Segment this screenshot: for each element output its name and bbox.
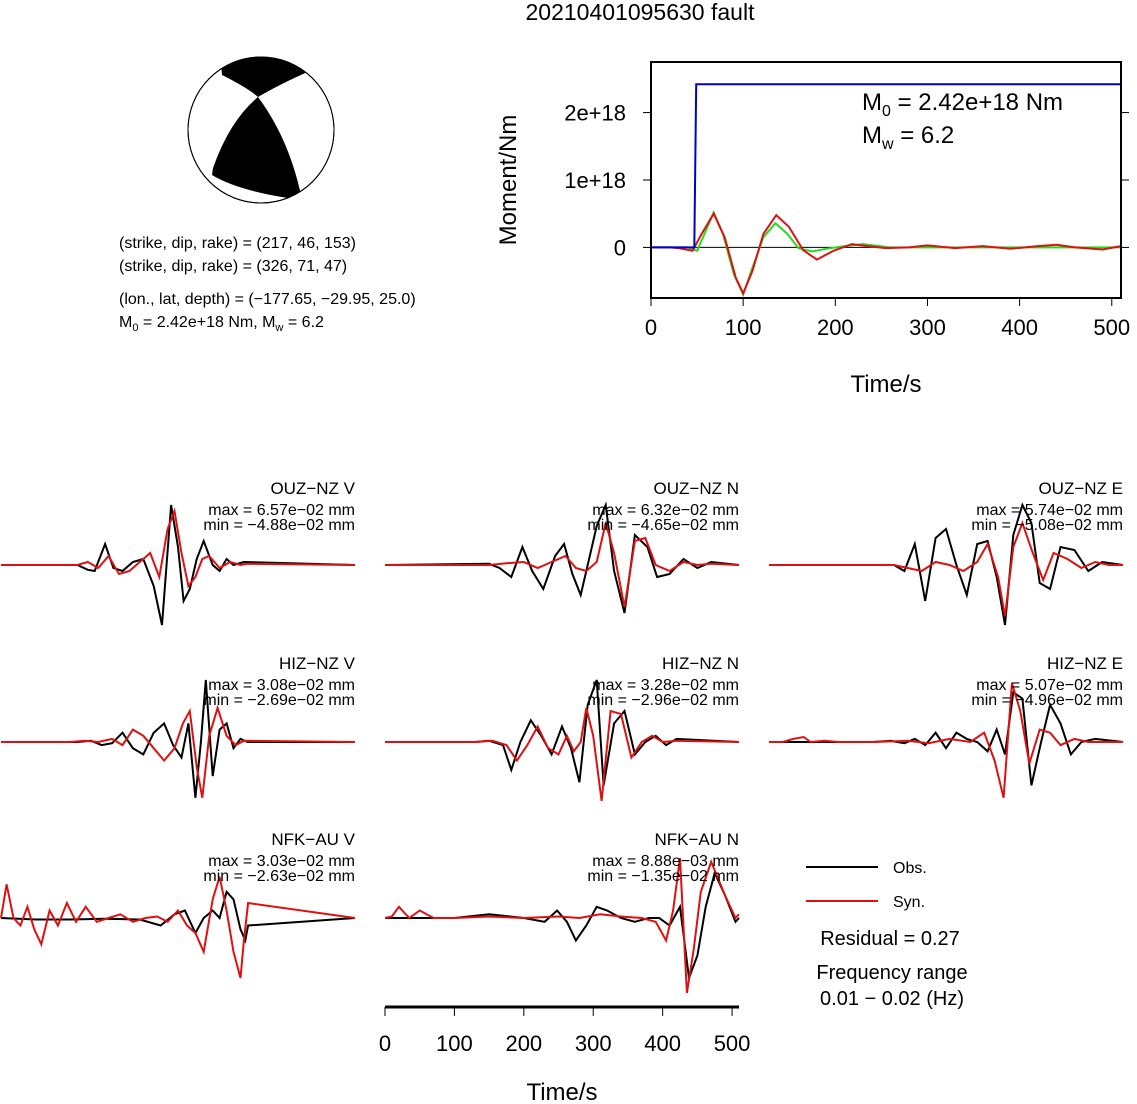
frequency-range-title: Frequency range [816, 962, 967, 984]
figure-title: 20210401095630 fault [526, 0, 756, 25]
station-label: OUZ−NZ E [1038, 479, 1123, 498]
moment-x-tick-label: 100 [725, 315, 762, 340]
time-axis-tick-label: 500 [714, 1031, 751, 1056]
tspan: w [881, 136, 894, 153]
cumulative-moment-line [651, 83, 1121, 249]
moment-rate-green-line [651, 209, 1121, 298]
plane2-text: (strike, dip, rake) = (326, 71, 47) [119, 258, 347, 275]
moment-plot-area [651, 83, 1121, 298]
synthetic-trace [1, 704, 356, 798]
max-amplitude-label: max = 6.32e−02 mm [592, 502, 739, 519]
synthetic-trace [385, 522, 740, 608]
observed-trace [385, 870, 740, 979]
min-amplitude-label: min = −2.96e−02 mm [587, 692, 739, 709]
moment-x-tick-label: 0 [645, 315, 657, 340]
time-axis-tick-label: 100 [436, 1031, 473, 1056]
moment-x-tick-label: 500 [1093, 315, 1130, 340]
tspan: M [862, 89, 882, 116]
station-label: HIZ−NZ E [1047, 654, 1123, 673]
frequency-range-value: 0.01 − 0.02 (Hz) [820, 988, 964, 1010]
min-amplitude-label: min = −4.65e−02 mm [587, 517, 739, 534]
moment-x-tick-label: 200 [817, 315, 854, 340]
moment-y-axis-label: Moment/Nm [495, 115, 522, 246]
observed-trace [769, 502, 1124, 626]
tspan: = 2.42e+18 Nm [891, 89, 1063, 116]
min-amplitude-label: min = −4.96e−02 mm [971, 692, 1123, 709]
moment-annotation-mw: Mw = 6.2 [862, 122, 954, 153]
focal-mechanism-beachball [187, 56, 335, 204]
moment-annotation-m0: M0 = 2.42e+18 Nm [862, 89, 1063, 120]
mechanism-parameters: (strike, dip, rake) = (217, 46, 153) (st… [119, 235, 416, 334]
max-amplitude-label: max = 5.07e−02 mm [976, 677, 1123, 694]
time-axis-tick-label: 0 [379, 1031, 391, 1056]
moment-y-tick-label: 2e+18 [564, 101, 626, 126]
max-amplitude-label: max = 3.03e−02 mm [208, 853, 355, 870]
min-amplitude-label: min = −4.88e−02 mm [203, 517, 355, 534]
min-amplitude-label: min = −2.63e−02 mm [203, 868, 355, 885]
synthetic-trace [0, 876, 356, 979]
moment-rate-red-line [651, 211, 1121, 296]
max-amplitude-label: max = 8.88e−03 mm [592, 853, 739, 870]
observed-trace [769, 690, 1124, 786]
synthetic-trace [1, 507, 356, 589]
observed-trace [384, 501, 740, 614]
moment-x-tick-label: 400 [1001, 315, 1038, 340]
station-label: HIZ−NZ N [662, 654, 739, 673]
station-label: HIZ−NZ V [279, 654, 356, 673]
legend-obs-label: Obs. [893, 860, 927, 877]
max-amplitude-label: max = 3.28e−02 mm [592, 677, 739, 694]
residual-text: Residual = 0.27 [820, 928, 960, 950]
max-amplitude-label: max = 6.57e−02 mm [208, 502, 355, 519]
synthetic-trace [769, 520, 1123, 617]
synthetic-trace [384, 857, 740, 994]
tspan: M [862, 122, 882, 149]
observed-trace [0, 889, 356, 944]
moment-function-chart: 0 100 200 300 400 500 0 1e+18 2e+18 Time/s Moment/… [495, 61, 1130, 398]
moment-x-tick-label: 300 [909, 315, 946, 340]
time-axis-tick-label: 400 [644, 1031, 681, 1056]
time-axis-tick-label: 300 [575, 1031, 612, 1056]
moment-y-tick-label: 0 [614, 235, 626, 260]
synthetic-trace [769, 682, 1123, 799]
time-axis-tick-label: 200 [505, 1031, 542, 1056]
plane1-text: (strike, dip, rake) = (217, 46, 153) [119, 235, 356, 252]
station-label: OUZ−NZ V [270, 479, 355, 498]
moment-y-tick-label: 1e+18 [564, 168, 626, 193]
waveform-time-axis: 0 100 200 300 400 500 Time/s [379, 1005, 751, 1104]
observed-trace [385, 679, 740, 786]
min-amplitude-label: min = −1.35e−02 mm [587, 868, 739, 885]
station-label: OUZ−NZ N [654, 479, 739, 498]
tspan: 0 [882, 103, 891, 120]
time-axis-label: Time/s [526, 1079, 597, 1104]
moment-magnitude-text: M0 = 2.42e+18 Nm, Mw = 6.2 [119, 314, 324, 334]
min-amplitude-label: min = −5.08e−02 mm [971, 517, 1123, 534]
synthetic-trace [385, 707, 740, 802]
waveform-legend: Obs. Syn. Residual = 0.27 Frequency rang… [806, 860, 968, 1010]
station-label: NFK−AU V [271, 830, 355, 849]
tspan: = 6.2 [894, 122, 955, 149]
moment-x-axis-label: Time/s [850, 371, 921, 398]
min-amplitude-label: min = −2.69e−02 mm [203, 692, 355, 709]
max-amplitude-label: max = 5.74e−02 mm [976, 502, 1123, 519]
max-amplitude-label: max = 3.08e−02 mm [208, 677, 355, 694]
location-text: (lon., lat, depth) = (−177.65, −29.95, 2… [119, 291, 416, 308]
legend-syn-label: Syn. [893, 894, 925, 911]
observed-trace [1, 679, 355, 798]
station-label: NFK−AU N [654, 830, 739, 849]
